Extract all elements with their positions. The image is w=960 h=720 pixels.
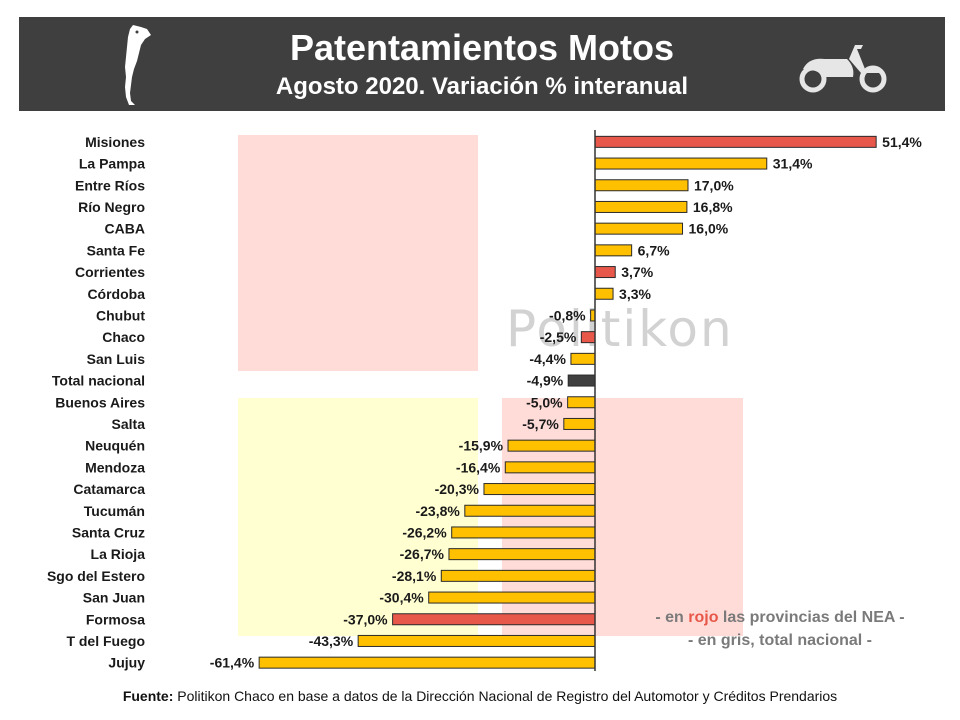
title-banner: Patentamientos Motos Agosto 2020. Variac… <box>19 17 945 111</box>
data-label: 3,7% <box>621 264 653 280</box>
category-label: Jujuy <box>108 655 145 671</box>
category-label: Total nacional <box>52 373 145 389</box>
category-label: Buenos Aires <box>55 394 145 410</box>
category-label: La Rioja <box>91 546 146 562</box>
data-label: -0,8% <box>549 307 586 323</box>
category-label: Mendoza <box>85 459 145 475</box>
category-label: CABA <box>105 221 145 237</box>
data-label: -16,4% <box>456 459 501 475</box>
data-label: -4,9% <box>527 373 564 389</box>
data-label: 16,0% <box>689 221 729 237</box>
bar <box>258 656 596 669</box>
bar-chart: Misiones 51,4% La Pampa 31,4% Entre Ríos 17,0… <box>47 130 922 671</box>
data-label: -5,0% <box>526 394 563 410</box>
data-label: -15,9% <box>459 438 504 454</box>
source-text: Politikon Chaco en base a datos de la Di… <box>173 688 838 704</box>
bar <box>357 634 596 647</box>
data-label: -5,7% <box>522 416 559 432</box>
data-label: -28,1% <box>392 568 437 584</box>
category-label: Tucumán <box>84 503 145 519</box>
bar <box>594 157 768 170</box>
motorcycle-icon <box>799 45 887 93</box>
bar <box>483 483 596 496</box>
bar <box>570 352 596 365</box>
category-label: Salta <box>112 416 146 432</box>
bar <box>451 526 596 539</box>
category-label: Corrientes <box>75 264 145 280</box>
bar <box>440 569 596 582</box>
legend-red-word: rojo <box>688 609 719 626</box>
category-label: La Pampa <box>79 156 145 172</box>
source-note: Fuente: Politikon Chaco en base a datos … <box>0 688 960 704</box>
legend: - en rojo las provincias del NEA - - en … <box>610 606 950 652</box>
data-label: 6,7% <box>638 242 670 258</box>
bar <box>392 613 596 626</box>
category-label: Entre Ríos <box>75 177 145 193</box>
bar <box>594 179 689 192</box>
data-label: 51,4% <box>882 134 922 150</box>
data-label: 17,0% <box>694 177 734 193</box>
bar <box>504 461 596 474</box>
data-label: 31,4% <box>773 156 813 172</box>
bar <box>594 222 684 235</box>
category-label: Córdoba <box>87 286 145 302</box>
bar <box>507 439 596 452</box>
data-label: -61,4% <box>210 655 255 671</box>
legend-nea-note: - en rojo las provincias del NEA - <box>655 609 905 626</box>
data-label: -30,4% <box>379 590 424 606</box>
category-label: San Luis <box>87 351 146 367</box>
data-label: -26,2% <box>402 524 447 540</box>
bar <box>464 504 596 517</box>
bar <box>563 417 596 430</box>
bar <box>567 374 596 387</box>
category-label: San Juan <box>83 590 145 606</box>
data-label: -26,7% <box>400 546 445 562</box>
category-label: Chaco <box>102 329 145 345</box>
watermark-text: Politikon <box>506 300 734 358</box>
data-label: -23,8% <box>415 503 460 519</box>
data-label: -43,3% <box>309 633 354 649</box>
chart-subtitle: Agosto 2020. Variación % interanual <box>275 73 689 100</box>
data-label: -4,4% <box>529 351 566 367</box>
data-label: -37,0% <box>343 611 388 627</box>
bar <box>594 287 614 300</box>
category-label: Formosa <box>86 611 145 627</box>
category-label: Santa Fe <box>87 242 146 258</box>
argentina-map-icon <box>125 25 151 105</box>
category-label: T del Fuego <box>66 633 145 649</box>
bar <box>594 135 877 148</box>
bar <box>594 200 688 213</box>
data-label: 16,8% <box>693 199 733 215</box>
legend-total-note: - en gris, total nacional - <box>687 632 873 649</box>
category-label: Sgo del Estero <box>47 568 145 584</box>
category-label: Río Negro <box>78 199 145 215</box>
category-label: Catamarca <box>73 481 145 497</box>
source-label: Fuente: <box>122 688 174 704</box>
data-label: -2,5% <box>540 329 577 345</box>
bar <box>594 266 616 279</box>
bar <box>594 244 633 257</box>
bar <box>567 396 596 409</box>
bar <box>580 331 596 344</box>
bar <box>428 591 596 604</box>
category-label: Neuquén <box>85 438 145 454</box>
data-label: -20,3% <box>435 481 480 497</box>
category-label: Santa Cruz <box>72 524 145 540</box>
chart-title: Patentamientos Motos <box>289 27 675 68</box>
category-label: Chubut <box>96 307 145 323</box>
data-label: 3,3% <box>619 286 651 302</box>
category-label: Misiones <box>85 134 145 150</box>
bar <box>448 548 596 561</box>
